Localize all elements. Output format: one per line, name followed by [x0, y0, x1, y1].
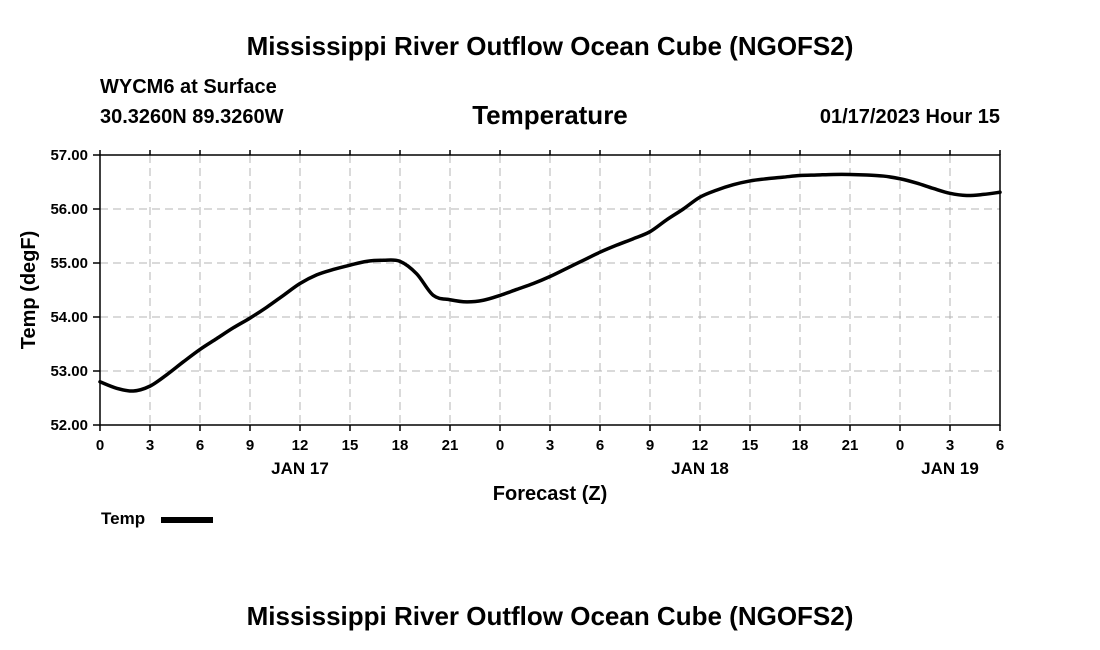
chart-title: Temperature: [472, 100, 628, 130]
series-layer: [98, 172, 1002, 393]
x-tick-label: 18: [392, 437, 409, 454]
page-title: Mississippi River Outflow Ocean Cube (NG…: [246, 31, 854, 61]
x-tick-label: 9: [246, 437, 254, 454]
x-tick-label: 0: [96, 437, 104, 454]
x-tick-label: 21: [842, 437, 859, 454]
x-tick-label: 9: [646, 437, 654, 454]
x-tick-label: 6: [996, 437, 1004, 454]
temp-series-line: [98, 172, 1002, 393]
forecast-timestamp: 01/17/2023 Hour 15: [819, 106, 1000, 128]
x-tick-label: 3: [146, 437, 154, 454]
x-tick-label: 12: [292, 437, 309, 454]
station-name: WYCM6 at Surface: [100, 76, 277, 98]
x-tick-label: 3: [946, 437, 954, 454]
x-tick-label: 3: [546, 437, 554, 454]
grid-lines: [100, 154, 1000, 425]
legend-swatch: [161, 517, 213, 523]
x-tick-label: 0: [496, 437, 504, 454]
y-tick-label: 52.00: [50, 417, 88, 434]
x-tick-label: 15: [342, 437, 359, 454]
y-tick-label: 53.00: [50, 363, 88, 380]
y-tick-label: 56.00: [50, 201, 88, 218]
x-tick-label: 0: [896, 437, 904, 454]
y-tick-label: 57.00: [50, 147, 88, 164]
x-tick-label: 6: [196, 437, 204, 454]
legend-label: Temp: [101, 509, 146, 528]
day-label: JAN 17: [271, 459, 329, 478]
x-tick-label: 21: [442, 437, 459, 454]
x-tick-label: 12: [692, 437, 709, 454]
day-label: JAN 18: [671, 459, 729, 478]
y-axis-label: Temp (degF): [18, 231, 40, 350]
x-tick-label: 15: [742, 437, 759, 454]
station-location: 30.3260N 89.3260W: [100, 106, 284, 128]
x-tick-label: 18: [792, 437, 809, 454]
y-tick-label: 54.00: [50, 309, 88, 326]
x-axis-label: Forecast (Z): [493, 483, 607, 505]
day-label: JAN 19: [921, 459, 979, 478]
axis-ticks: 0 3 6 9 12 15 18 21 0 3 6 9 12 15 18 21 0 3 6 52.00 53.00 54.…: [50, 147, 1004, 478]
x-tick-label: 6: [596, 437, 604, 454]
y-tick-label: 55.00: [50, 255, 88, 272]
footer-title: Mississippi River Outflow Ocean Cube (NG…: [246, 601, 854, 631]
